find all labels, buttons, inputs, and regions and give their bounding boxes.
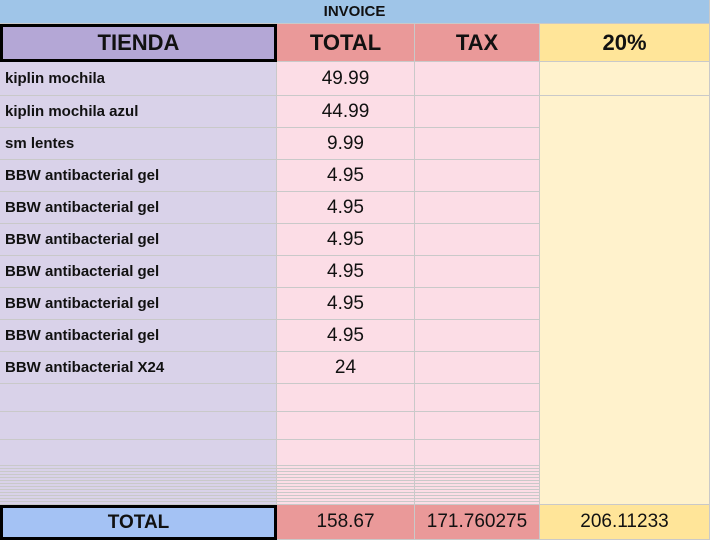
hidden-row-line xyxy=(0,501,540,502)
item-total[interactable]: 4.95 xyxy=(277,256,415,288)
item-name[interactable]: BBW antibacterial gel xyxy=(0,320,277,352)
total-cell[interactable]: 158.67 xyxy=(277,505,415,540)
empty-cell[interactable] xyxy=(277,440,415,466)
empty-cell[interactable] xyxy=(277,384,415,412)
total-cell[interactable]: TOTAL xyxy=(0,505,277,540)
header-cell[interactable]: TIENDA xyxy=(0,24,277,62)
item-name[interactable]: BBW antibacterial gel xyxy=(0,160,277,192)
empty-cell[interactable] xyxy=(415,384,540,412)
item-name[interactable]: kiplin mochila xyxy=(0,62,277,96)
tax-cell[interactable] xyxy=(415,352,540,384)
item-name[interactable]: sm lentes xyxy=(0,128,277,160)
tax-cell[interactable] xyxy=(415,320,540,352)
item-name[interactable]: BBW antibacterial gel xyxy=(0,224,277,256)
item-total[interactable]: 49.99 xyxy=(277,62,415,96)
tax-cell[interactable] xyxy=(415,128,540,160)
hidden-row-line xyxy=(0,471,540,472)
item-name[interactable]: kiplin mochila azul xyxy=(0,96,277,128)
title-cell[interactable]: INVOICE xyxy=(0,0,710,24)
tax-cell[interactable] xyxy=(415,256,540,288)
item-name[interactable]: BBW antibacterial X24 xyxy=(0,352,277,384)
item-total[interactable]: 4.95 xyxy=(277,320,415,352)
header-cell[interactable]: 20% xyxy=(540,24,710,62)
empty-cell[interactable] xyxy=(415,440,540,466)
item-total[interactable]: 4.95 xyxy=(277,192,415,224)
tax-cell[interactable] xyxy=(415,96,540,128)
header-cell[interactable]: TAX xyxy=(415,24,540,62)
hidden-row-line xyxy=(0,483,540,484)
item-total[interactable]: 24 xyxy=(277,352,415,384)
item-total[interactable]: 4.95 xyxy=(277,160,415,192)
empty-cell[interactable] xyxy=(0,384,277,412)
empty-cell[interactable] xyxy=(277,412,415,440)
hidden-row-line xyxy=(0,477,540,478)
tax-cell[interactable] xyxy=(415,62,540,96)
item-total[interactable]: 4.95 xyxy=(277,288,415,320)
hidden-row-line xyxy=(0,480,540,481)
item-total[interactable]: 9.99 xyxy=(277,128,415,160)
header-cell[interactable]: TOTAL xyxy=(277,24,415,62)
tax-cell[interactable] xyxy=(415,288,540,320)
item-total[interactable]: 4.95 xyxy=(277,224,415,256)
total-cell[interactable]: 171.760275 xyxy=(415,505,540,540)
tax-cell[interactable] xyxy=(415,192,540,224)
empty-cell[interactable] xyxy=(0,440,277,466)
tax-cell[interactable] xyxy=(415,224,540,256)
hidden-row-line xyxy=(0,468,540,469)
hidden-row-line xyxy=(0,492,540,493)
pct-cell[interactable] xyxy=(540,62,710,96)
hidden-row-line xyxy=(0,474,540,475)
tax-cell[interactable] xyxy=(415,160,540,192)
total-cell[interactable]: 206.11233 xyxy=(540,505,710,540)
hidden-row-line xyxy=(0,489,540,490)
item-name[interactable]: BBW antibacterial gel xyxy=(0,288,277,320)
hidden-row-line xyxy=(0,486,540,487)
hidden-row-line xyxy=(0,498,540,499)
pct-merged-cell[interactable] xyxy=(540,96,710,505)
hidden-row-line xyxy=(0,495,540,496)
empty-cell[interactable] xyxy=(415,412,540,440)
empty-cell[interactable] xyxy=(0,412,277,440)
item-name[interactable]: BBW antibacterial gel xyxy=(0,192,277,224)
item-name[interactable]: BBW antibacterial gel xyxy=(0,256,277,288)
item-total[interactable]: 44.99 xyxy=(277,96,415,128)
